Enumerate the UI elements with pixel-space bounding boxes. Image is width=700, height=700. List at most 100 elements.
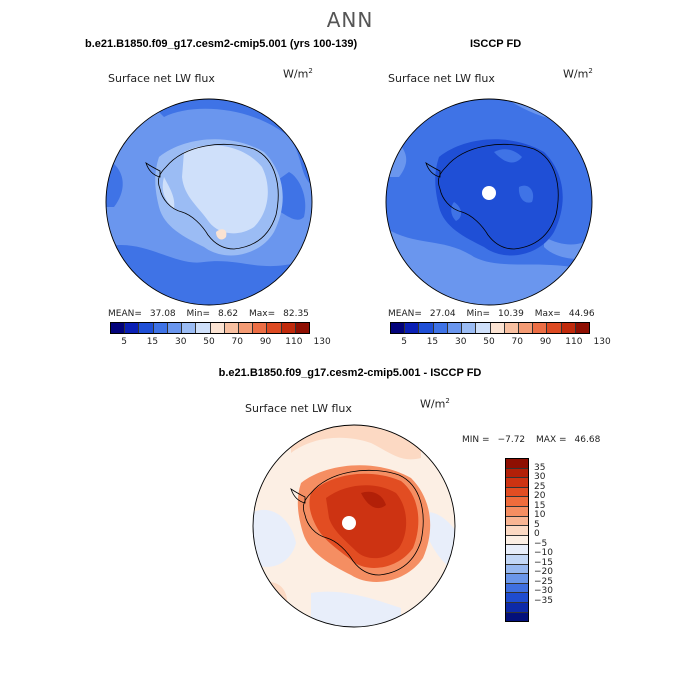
colorbar-swatch [506,516,528,527]
colorbar-tick-label: 0 [534,529,540,540]
panel-1-min-label: Min= [186,309,211,319]
diff-panel-units-label: W/m2 [420,397,450,411]
colorbar-swatch [167,323,183,333]
colorbar-swatch [506,574,528,584]
colorbar-swatch [153,323,168,333]
panel-1-colorbar-ticks: 5 15 30 50 70 90 110 130 [110,337,330,349]
panel-2-stats: MEAN= 27.04 Min= 10.39 Max= 44.96 [388,309,603,319]
colorbar-swatch [506,583,528,594]
panel-1-mean-value: 37.08 [149,309,176,319]
colorbar-swatch [224,323,239,333]
colorbar-tick-label: 130 [593,337,611,347]
colorbar-swatch [561,323,576,333]
colorbar-swatch [506,459,528,469]
colorbar-tick-label: −10 [534,548,553,559]
colorbar-tick-label: 130 [313,337,331,347]
colorbar-swatch [506,468,528,479]
panel-2-max-label: Max= [534,309,561,319]
panel-2-mean-label: MEAN= [388,309,422,319]
colorbar-swatch [253,323,268,333]
colorbar-swatch [111,323,126,333]
diff-panel-max-label: MAX = [536,435,567,445]
panel-2-variable-label: Surface net LW flux [388,72,495,85]
diff-panel-variable-label: Surface net LW flux [245,402,352,415]
colorbar-tick-label: 15 [534,500,546,511]
diff-colorbar-ticks: 35 30 25 20 15 10 5 0 −5 −10 −15 −20 −25 −30 −35 [534,458,574,620]
colorbar-swatch [547,323,562,333]
panel-1-units-label: W/m2 [283,67,313,81]
colorbar-tick-label: 50 [203,337,215,347]
colorbar-swatch [518,323,534,333]
colorbar-swatch [533,323,548,333]
colorbar-tick-label: −20 [534,567,553,578]
colorbar-swatch [391,323,406,333]
colorbar-tick-label: 30 [534,472,546,483]
panel-1-colorbar [110,322,310,334]
colorbar-swatch [506,497,528,507]
panel-1-max-label: Max= [248,309,276,319]
diff-panel-min-label: MIN = [462,435,490,445]
panel-1-mean-label: MEAN= [108,309,142,319]
colorbar-swatch [139,323,154,333]
colorbar-tick-label: 35 [534,462,546,473]
colorbar-swatch [281,323,296,333]
colorbar-tick-label: 15 [146,337,159,347]
colorbar-tick-label: −30 [534,586,553,597]
colorbar-tick-label: 90 [259,337,272,347]
colorbar-tick-label: 30 [454,337,467,347]
colorbar-tick-label: −5 [534,538,548,549]
panel-2-map [385,98,593,306]
colorbar-tick-label: 25 [534,481,546,492]
colorbar-tick-label: 5 [401,337,408,347]
panel-1-stats: MEAN= 37.08 Min= 8.62 Max= 82.35 [108,309,317,319]
colorbar-swatch [506,612,528,622]
colorbar-tick-label: 5 [121,337,128,347]
diff-panel-map [252,424,456,628]
diff-panel-min-value: −7.72 [497,435,526,445]
colorbar-swatch [506,593,528,603]
colorbar-swatch [506,487,528,498]
colorbar-swatch [182,323,197,333]
colorbar-tick-label: 50 [483,337,495,347]
colorbar-swatch [506,535,528,546]
colorbar-swatch [405,323,420,333]
panel-2-min-label: Min= [466,309,491,319]
panel-2-title: ISCCP FD [470,38,522,50]
diff-panel-max-value: 46.68 [574,435,601,445]
colorbar-tick-label: 30 [174,337,187,347]
colorbar-tick-label: 5 [534,519,540,530]
panel-2-min-value: 10.39 [498,309,524,319]
panel-1-variable-label: Surface net LW flux [108,72,215,85]
colorbar-swatch [433,323,448,333]
colorbar-tick-label: 70 [231,337,244,347]
colorbar-swatch [506,526,528,536]
diff-colorbar [505,458,529,622]
colorbar-swatch [506,602,528,613]
colorbar-tick-label: 10 [534,510,546,521]
colorbar-swatch [447,323,463,333]
colorbar-tick-label: 70 [511,337,524,347]
colorbar-tick-label: −35 [534,595,553,606]
diff-panel-stats: MIN = −7.72 MAX = 46.68 [462,435,608,445]
panel-2-max-value: 44.96 [568,309,595,319]
colorbar-tick-label: −25 [534,576,553,587]
colorbar-swatch [476,323,491,333]
colorbar-swatch [504,323,519,333]
colorbar-swatch [238,323,254,333]
colorbar-swatch [295,323,310,333]
panel-2-mean-value: 27.04 [429,309,456,319]
colorbar-swatch [125,323,140,333]
colorbar-tick-label: 110 [565,337,583,347]
colorbar-swatch [462,323,477,333]
panel-1-min-value: 8.62 [218,309,239,319]
colorbar-tick-label: 20 [534,491,546,502]
colorbar-tick-label: −15 [534,557,553,568]
colorbar-swatch [506,545,528,555]
colorbar-swatch [506,564,528,575]
page-title: ANN [326,8,374,32]
diff-panel-title: b.e21.B1850.f09_g17.cesm2-cmip5.001 - IS… [218,367,482,379]
colorbar-tick-label: 90 [539,337,552,347]
colorbar-tick-label: 15 [426,337,439,347]
panel-2-units-label: W/m2 [563,67,593,81]
colorbar-swatch [506,554,528,565]
